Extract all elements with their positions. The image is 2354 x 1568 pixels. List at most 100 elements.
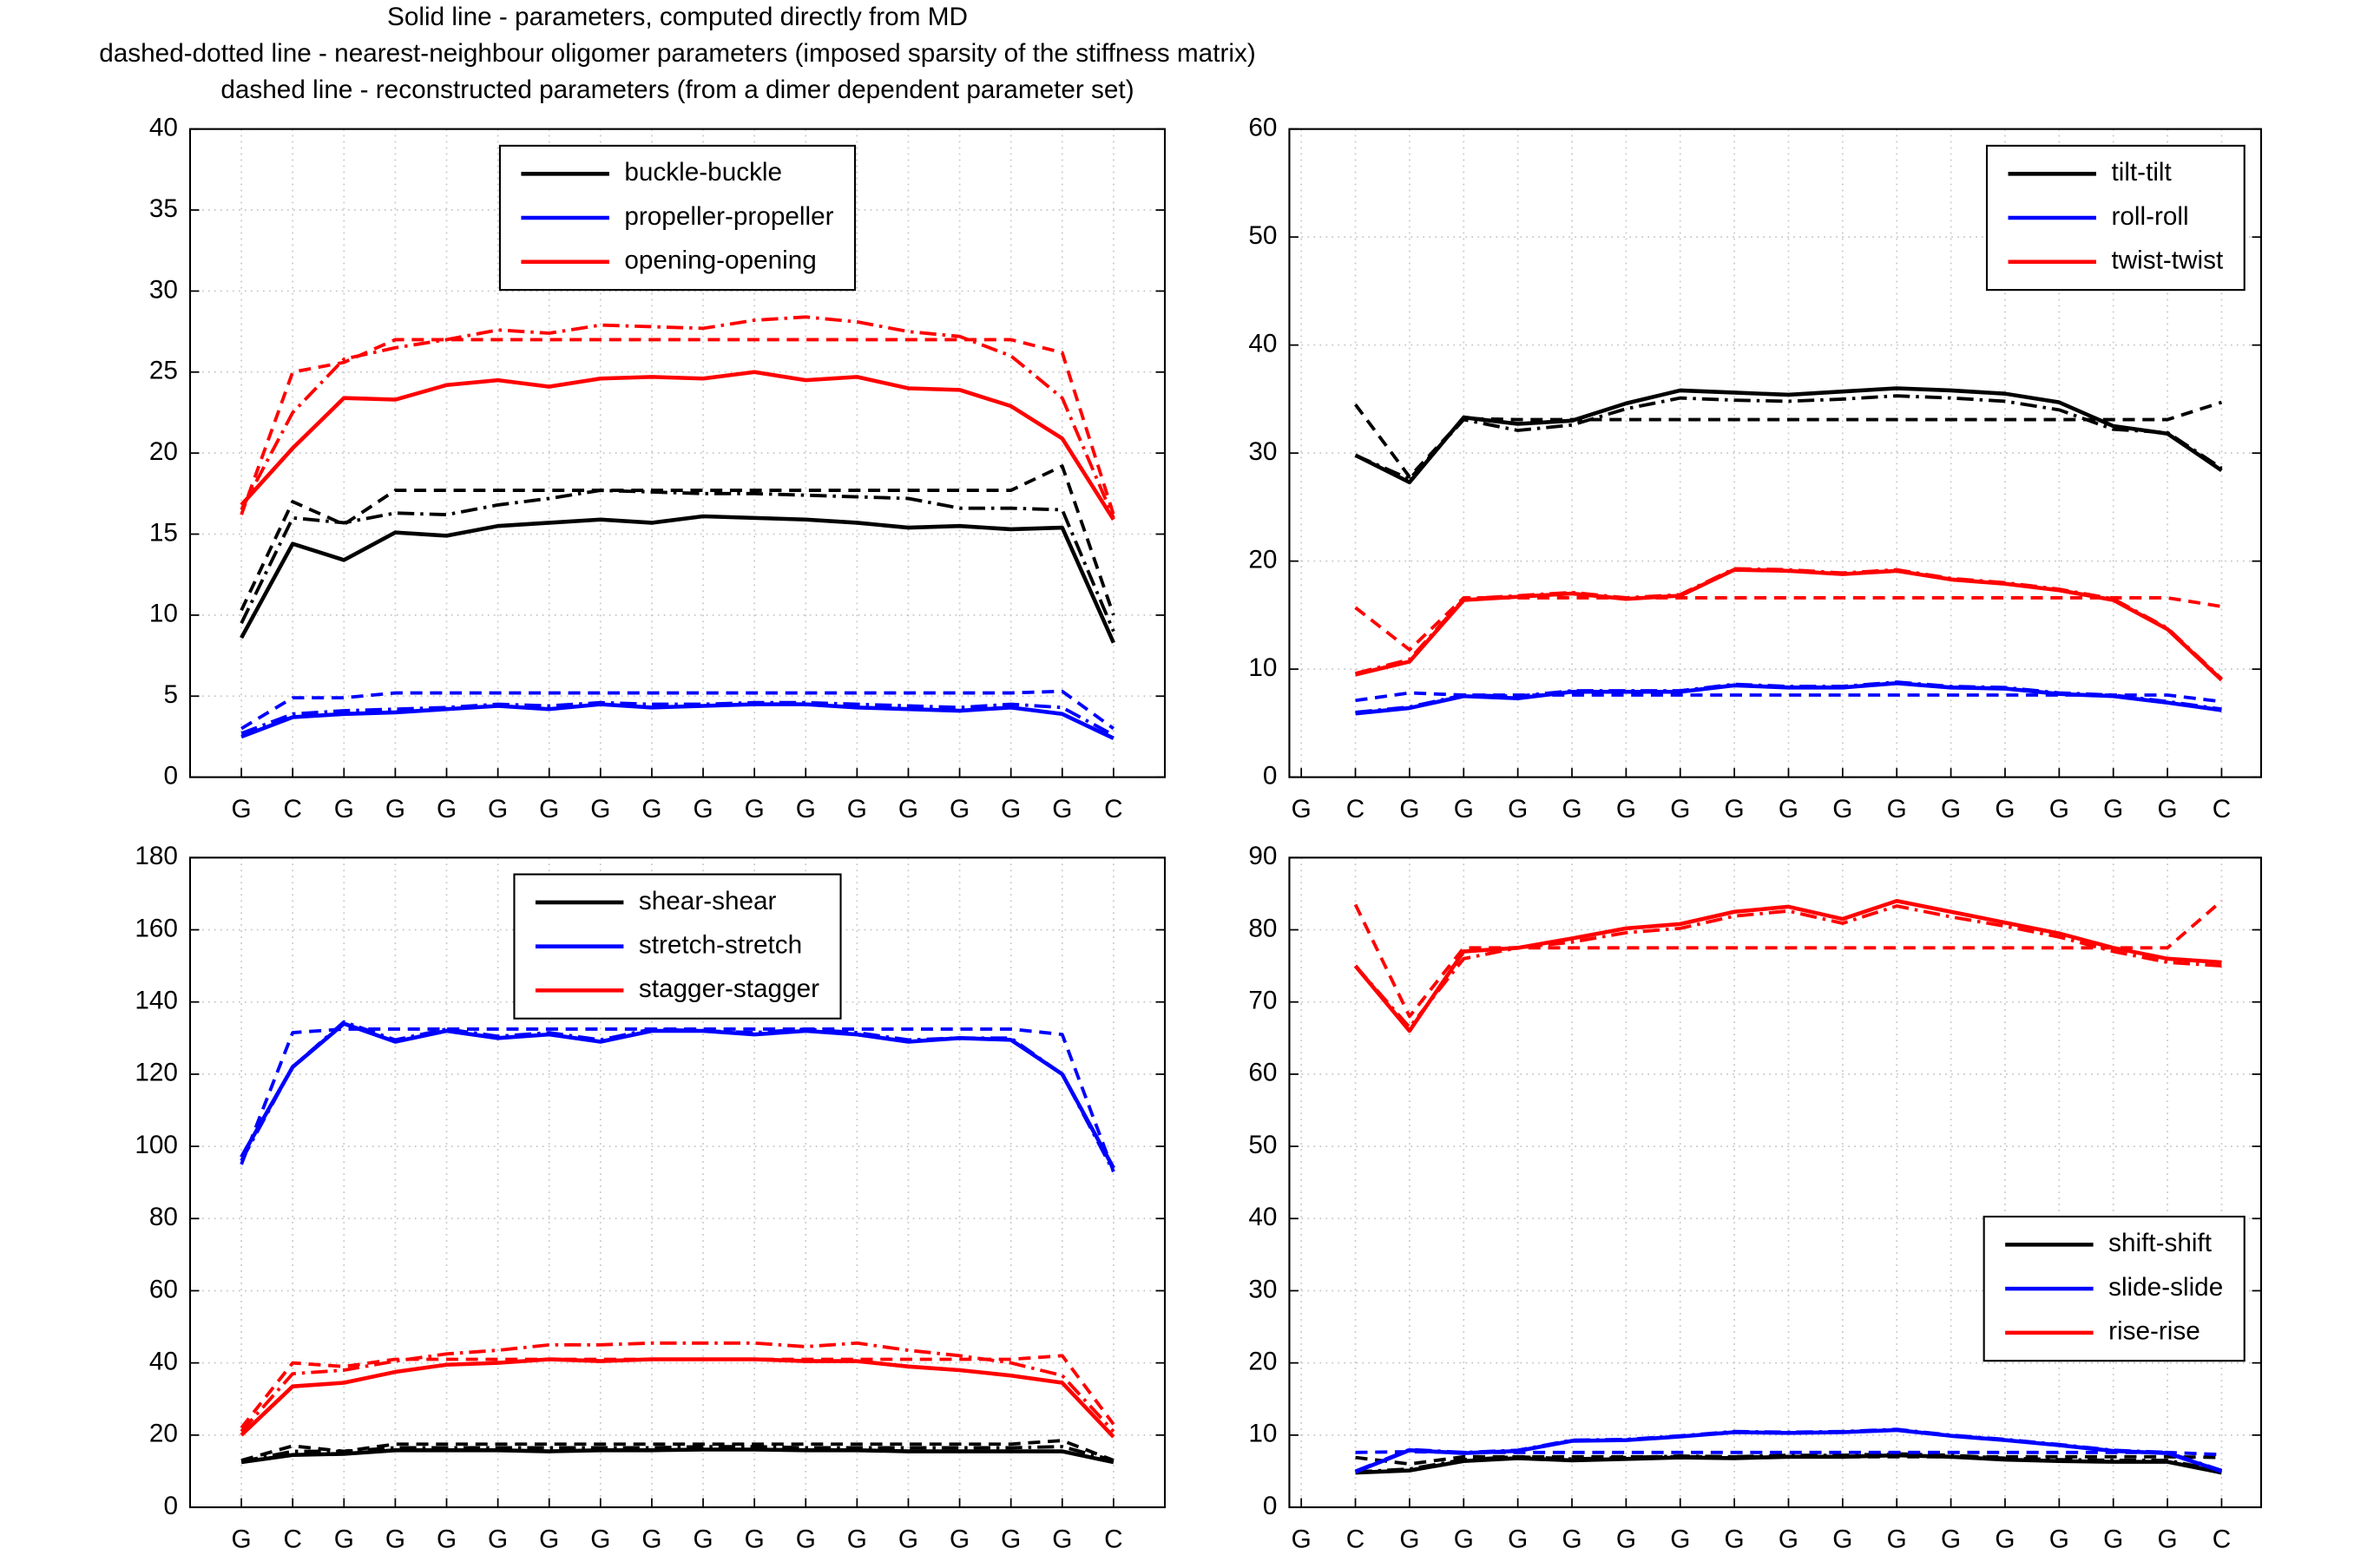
x-tick-label: G: [334, 1525, 354, 1553]
x-tick-label: G: [1508, 1525, 1528, 1553]
x-tick-label: G: [1995, 1525, 2015, 1553]
legend-label: shear-shear: [639, 887, 777, 915]
series-line: [240, 1341, 1115, 1433]
plot-area: [1289, 857, 2261, 1508]
x-tick-label: G: [1454, 1525, 1474, 1553]
x-tick-label: G: [2158, 795, 2178, 823]
y-tick-label: 60: [1248, 1059, 1277, 1087]
y-tick-label: 40: [149, 114, 178, 142]
y-tick-label: 40: [149, 1348, 178, 1376]
x-tick-label: C: [2213, 795, 2231, 823]
series-line: [240, 370, 1115, 521]
x-tick-label: G: [1399, 795, 1419, 823]
legend-label: stretch-stretch: [639, 931, 802, 960]
y-tick-label: 20: [1248, 1348, 1277, 1376]
legend-label: slide-slide: [2108, 1273, 2223, 1302]
x-tick-label: G: [1941, 795, 1961, 823]
y-tick-label: 40: [1248, 330, 1277, 358]
figure-title: dashed-dotted line - nearest-neighbour o…: [99, 39, 1255, 68]
series-line: [240, 1027, 1115, 1172]
panel: 0 20 40 60 80 100 120 140 160 180 G C G G G G G G G G G G G G G G…: [135, 842, 1167, 1553]
figure-title: dashed line - reconstructed parameters (…: [220, 75, 1134, 104]
series-line: [240, 1357, 1115, 1439]
x-tick-label: G: [1670, 795, 1690, 823]
y-tick-label: 10: [1248, 1420, 1277, 1448]
x-tick-label: G: [1941, 1525, 1961, 1553]
series-line: [240, 514, 1115, 644]
y-tick-label: 160: [135, 914, 178, 942]
y-tick-label: 180: [135, 842, 178, 870]
series-line: [1354, 394, 2223, 481]
panel: 0 10 20 30 40 50 60 70 80 90 G C G G G G G G G G G G G G G G G Cshi…: [1248, 842, 2263, 1553]
legend-label: rise-rise: [2108, 1317, 2200, 1346]
legend-label: opening-opening: [624, 246, 816, 275]
series-line: [1355, 1450, 2222, 1457]
x-tick-label: G: [1562, 795, 1581, 823]
series-line: [240, 315, 1115, 519]
series-line: [1355, 691, 2222, 704]
axes-frame: [1288, 128, 2263, 778]
legend: buckle-buckle propeller-propeller opening-…: [498, 144, 857, 292]
y-tick-label: 80: [149, 1203, 178, 1231]
axes-frame: [1288, 856, 2263, 1509]
x-tick-label: G: [232, 1525, 252, 1553]
x-tick-label: G: [488, 1525, 508, 1553]
x-tick-label: G: [641, 795, 661, 823]
series-line: [1354, 386, 2223, 485]
y-tick-label: 15: [149, 518, 178, 547]
y-tick-label: 0: [1263, 761, 1278, 790]
y-tick-label: 50: [1248, 1131, 1277, 1159]
x-tick-label: C: [1104, 1525, 1122, 1553]
series-line: [1355, 1453, 2222, 1475]
x-tick-label: G: [232, 795, 252, 823]
y-tick-label: 20: [149, 1420, 178, 1448]
series-line: [1355, 1454, 2222, 1466]
x-tick-label: G: [898, 1525, 918, 1553]
x-tick-label: G: [1725, 795, 1745, 823]
x-tick-label: G: [1832, 1525, 1852, 1553]
x-tick-label: G: [1001, 1525, 1021, 1553]
legend-label: stagger-stagger: [639, 974, 819, 1003]
y-tick-label: 10: [149, 600, 178, 628]
x-tick-label: G: [2103, 1525, 2123, 1553]
x-tick-label: G: [1725, 1525, 1745, 1553]
x-tick-label: C: [1346, 1525, 1364, 1553]
x-tick-label: G: [385, 795, 405, 823]
legend-label: roll-roll: [2111, 202, 2188, 231]
x-tick-label: G: [590, 1525, 610, 1553]
y-tick-label: 100: [135, 1131, 178, 1159]
x-tick-label: G: [1670, 1525, 1690, 1553]
y-tick-label: 120: [135, 1059, 178, 1087]
y-tick-label: 80: [1248, 914, 1277, 942]
x-tick-label: C: [1104, 795, 1122, 823]
series-line: [240, 464, 1115, 616]
y-tick-label: 30: [149, 275, 178, 304]
x-tick-label: G: [1508, 795, 1528, 823]
x-tick-label: G: [745, 795, 765, 823]
x-tick-label: C: [283, 1525, 301, 1553]
x-tick-label: G: [693, 795, 713, 823]
series-line: [240, 338, 1115, 515]
x-tick-label: G: [590, 795, 610, 823]
x-tick-label: G: [2158, 1525, 2178, 1553]
legend: shift-shift slide-slide rise-rise: [1982, 1215, 2246, 1362]
y-tick-label: 0: [1263, 1492, 1278, 1520]
x-tick-label: G: [1292, 795, 1312, 823]
y-tick-label: 35: [149, 194, 178, 223]
panel: 0 10 20 30 40 50 60 G C G G G G G G G G G G G G G G G Ctilt-tilt…: [1248, 114, 2263, 823]
axes-frame: [188, 856, 1167, 1509]
axes-frame: [188, 128, 1167, 778]
x-tick-label: G: [898, 795, 918, 823]
x-tick-label: G: [1832, 795, 1852, 823]
series-line: [240, 689, 1115, 731]
legend-label: buckle-buckle: [624, 158, 782, 187]
x-tick-label: G: [334, 795, 354, 823]
series-line: [1353, 899, 2223, 1019]
legend-label: twist-twist: [2111, 246, 2224, 275]
y-tick-label: 30: [1248, 1275, 1277, 1303]
x-tick-label: G: [796, 1525, 816, 1553]
x-tick-label: G: [1616, 1525, 1636, 1553]
x-tick-label: G: [437, 795, 457, 823]
